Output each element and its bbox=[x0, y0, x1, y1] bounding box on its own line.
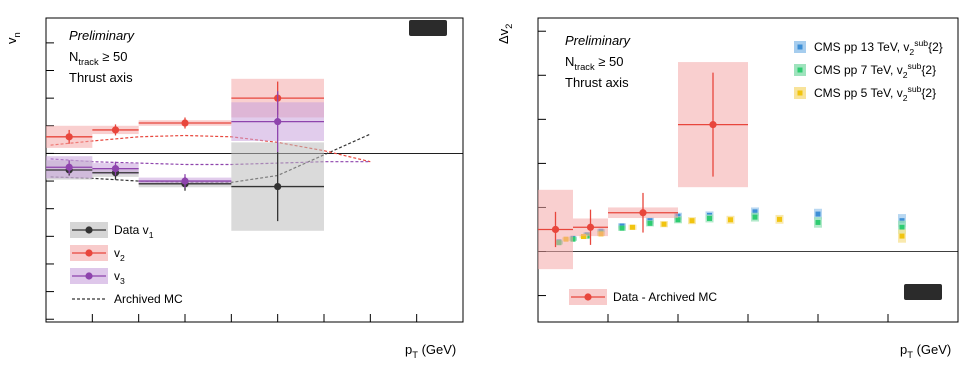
cms-point bbox=[752, 209, 758, 215]
annotation-1: Ntrack ≥ 50 bbox=[69, 49, 127, 67]
legend-marker bbox=[797, 90, 803, 96]
annotation-2: Thrust axis bbox=[565, 75, 629, 90]
x-axis-label: pT (GeV) bbox=[900, 342, 951, 360]
cms-point bbox=[815, 211, 821, 217]
data-point bbox=[586, 223, 595, 231]
cms-point bbox=[689, 218, 695, 224]
cms-point bbox=[661, 221, 667, 227]
cms-point bbox=[899, 224, 905, 230]
cms-point bbox=[630, 224, 635, 230]
cms-point bbox=[777, 216, 782, 222]
data-point bbox=[65, 163, 73, 171]
data-point bbox=[111, 165, 120, 173]
legend-marker bbox=[584, 293, 592, 301]
legend-marker bbox=[85, 272, 93, 280]
legend-marker bbox=[85, 249, 93, 257]
cms-point bbox=[647, 220, 653, 226]
data-point bbox=[709, 121, 717, 129]
annotation-0: Preliminary bbox=[565, 33, 632, 48]
legend-label-2: CMS pp 5 TeV, v2sub{2} bbox=[814, 84, 936, 103]
cms-point bbox=[899, 218, 905, 224]
legend-label-0: Data v1 bbox=[114, 223, 154, 240]
legend-marker bbox=[85, 226, 93, 234]
legend-label-2: v3 bbox=[114, 269, 125, 286]
mod-logo-box bbox=[904, 284, 942, 300]
data-point bbox=[181, 119, 189, 127]
mod-logo bbox=[409, 20, 447, 36]
mod-logo bbox=[904, 284, 942, 300]
x-axis-label: pT (GeV) bbox=[405, 342, 456, 360]
cms-point bbox=[675, 217, 681, 223]
y-axis-label: Δv2 bbox=[496, 24, 514, 44]
data-point bbox=[639, 209, 647, 217]
chart-panel-2: pT (GeV) Δv2 Preliminary Ntrack ≥ 50 Thrust … bbox=[496, 17, 959, 360]
legend-marker bbox=[797, 67, 803, 73]
cms-point bbox=[581, 234, 586, 240]
chart-panel-1: pT (GeV) vn Preliminary Ntrack ≥ 50 Thrust a… bbox=[4, 17, 464, 360]
legend-label-3: Archived MC bbox=[114, 292, 183, 306]
legend-label-1: v2 bbox=[114, 246, 125, 263]
annotation-2: Thrust axis bbox=[69, 70, 133, 85]
data-point bbox=[274, 118, 282, 126]
data-point bbox=[551, 225, 560, 234]
data-point bbox=[111, 126, 120, 134]
legend-label-1: CMS pp 7 TeV, v2sub{2} bbox=[814, 61, 936, 80]
cms-point bbox=[899, 233, 905, 239]
annotation-0: Preliminary bbox=[69, 28, 136, 43]
mod-logo-box bbox=[409, 20, 447, 36]
y-axis-label: vn bbox=[4, 32, 22, 44]
legend-marker bbox=[797, 44, 803, 50]
cms-point bbox=[752, 214, 758, 220]
cms-point bbox=[815, 219, 821, 225]
cms-point bbox=[707, 215, 712, 221]
data-point bbox=[181, 177, 189, 185]
annotation-1: Ntrack ≥ 50 bbox=[565, 54, 623, 72]
data-point bbox=[274, 182, 282, 191]
legend-label-0: CMS pp 13 TeV, v2sub{2} bbox=[814, 38, 943, 57]
data-point bbox=[65, 133, 73, 141]
cms-point bbox=[619, 225, 625, 231]
cms-point bbox=[728, 217, 733, 223]
legend-label-3: Data - Archived MC bbox=[613, 290, 717, 304]
